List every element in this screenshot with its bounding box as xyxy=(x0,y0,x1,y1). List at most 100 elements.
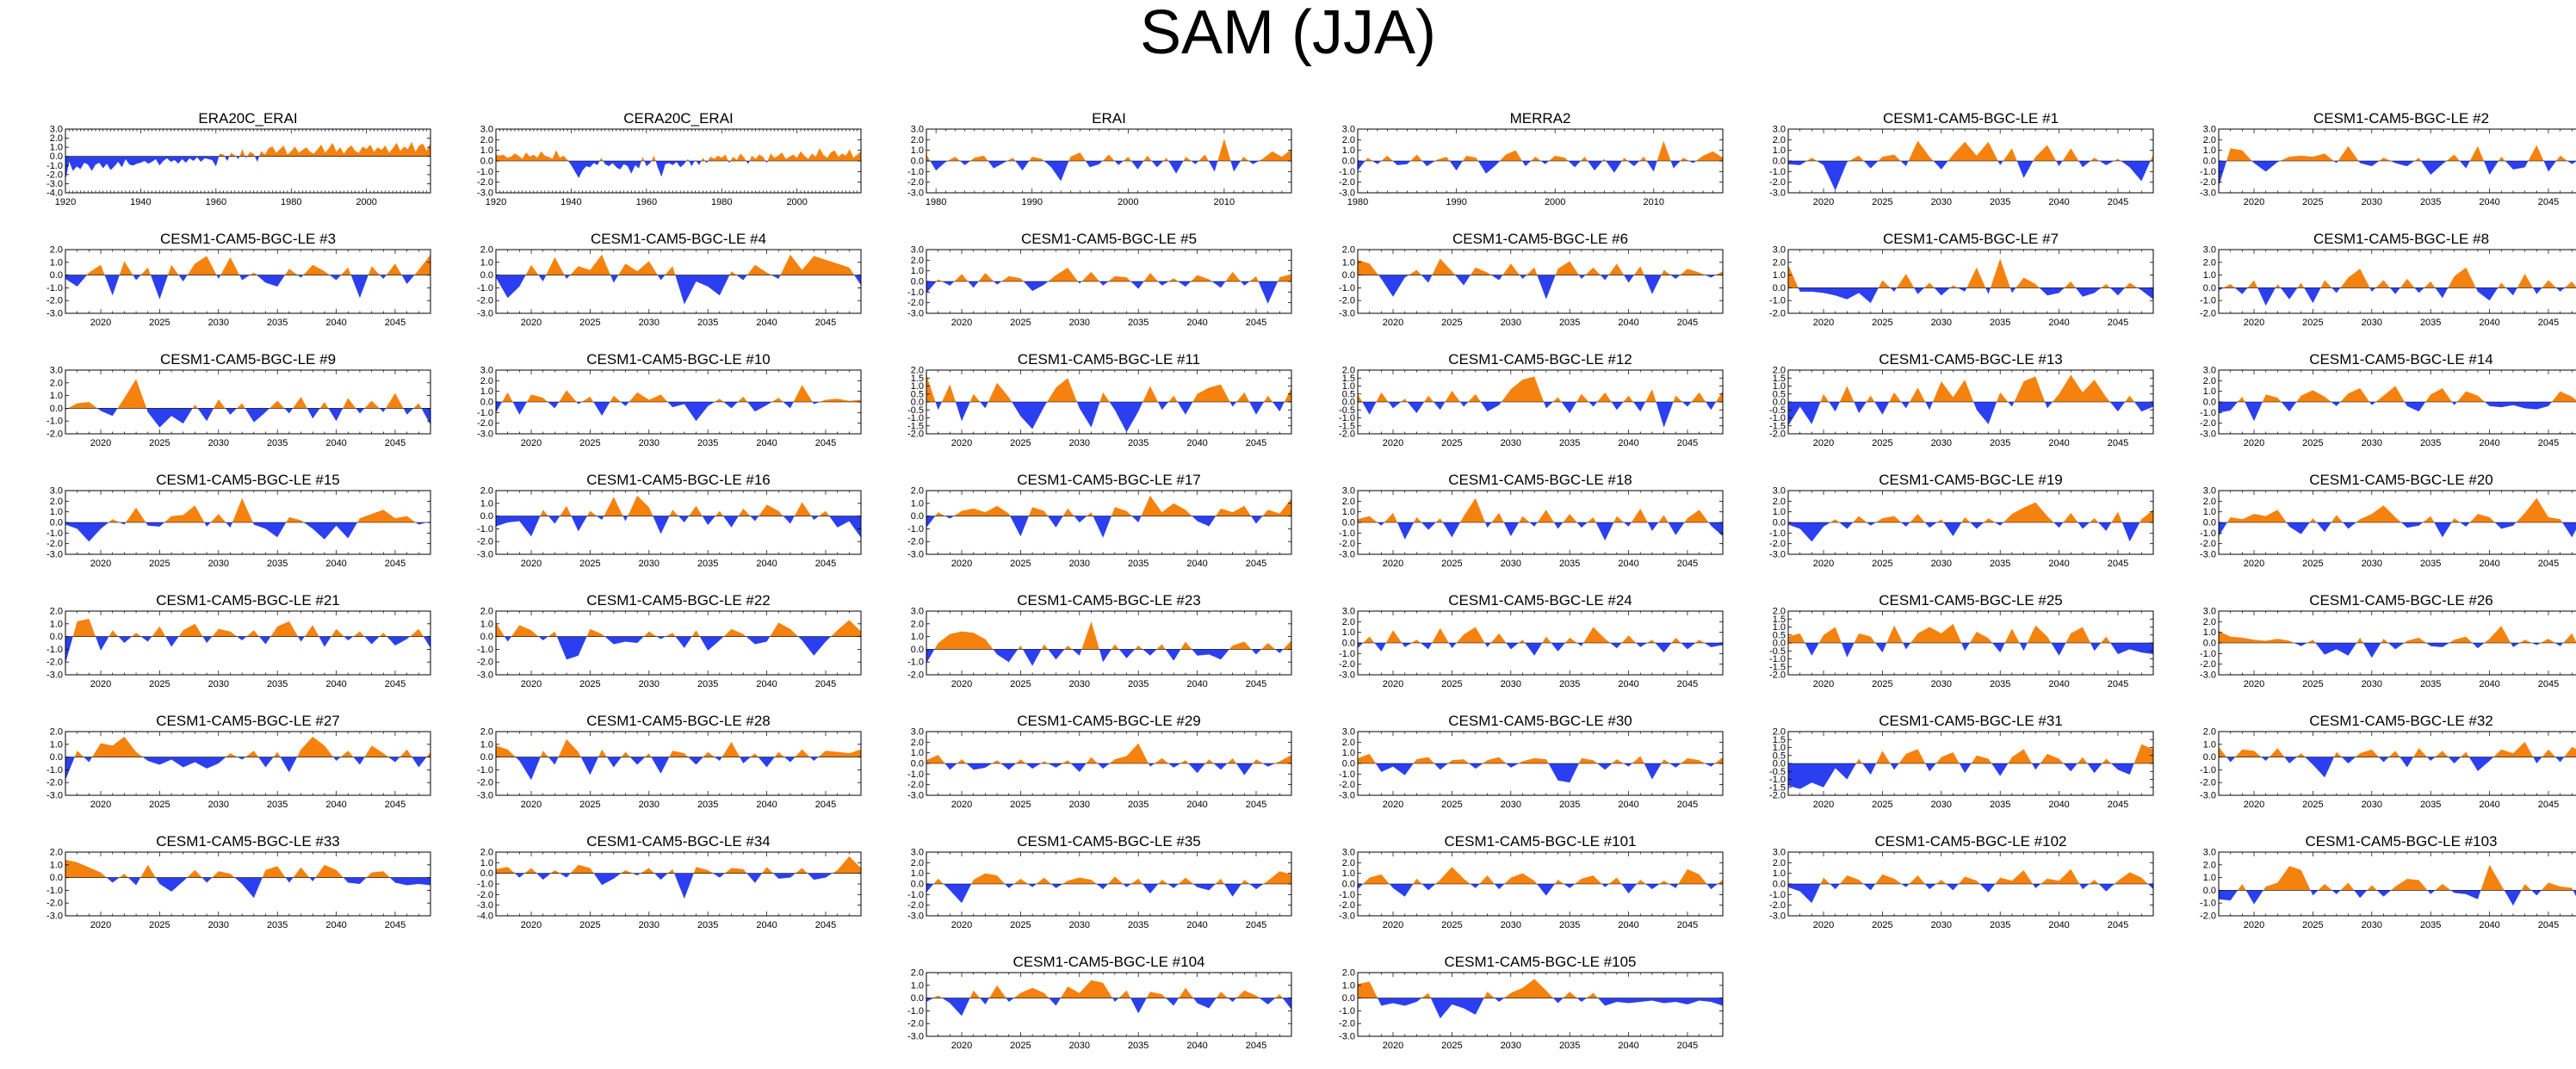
y-tick-label: 1.5 xyxy=(911,374,924,384)
y-tick-label: 3.0 xyxy=(1342,486,1355,497)
y-tick-label: -1.5 xyxy=(1769,662,1786,672)
y-tick-label: -2.0 xyxy=(2200,309,2216,319)
y-tick-label: 0.5 xyxy=(911,389,924,399)
x-tick-label: 2035 xyxy=(697,920,718,930)
x-tick-label: 2030 xyxy=(1069,800,1090,810)
y-tick-label: 2.0 xyxy=(1773,497,1786,507)
y-tick-label: 1.0 xyxy=(2203,386,2216,397)
y-tick-label: 2.0 xyxy=(480,245,493,256)
panel-title: CESM1-CAM5-BGC-LE #16 xyxy=(586,472,771,488)
y-tick-label: -1.0 xyxy=(477,524,493,534)
x-tick-label: 2045 xyxy=(1677,920,1698,930)
y-tick-label: 0.0 xyxy=(1773,398,1786,408)
y-tick-label: 1.0 xyxy=(1342,980,1355,991)
y-tick-label: 2.0 xyxy=(1342,497,1355,507)
plot-frame xyxy=(926,490,1292,555)
x-tick-label: 2020 xyxy=(2244,197,2264,207)
y-tick-label: -2.0 xyxy=(46,539,63,549)
x-tick-label: 2045 xyxy=(815,920,836,930)
x-tick-label: 2030 xyxy=(2362,559,2382,569)
y-tick-label: -3.0 xyxy=(907,911,924,922)
y-tick-label: -2.0 xyxy=(477,778,493,788)
x-tick-label: 2040 xyxy=(2048,197,2069,207)
plot-frame xyxy=(2218,731,2576,796)
y-tick-label: 0.5 xyxy=(1773,389,1786,399)
positive-anomaly-area xyxy=(65,497,430,522)
y-tick-label: -1.0 xyxy=(907,658,924,668)
panel-title: CESM1-CAM5-BGC-LE #23 xyxy=(1017,592,1201,609)
panel-title: CESM1-CAM5-BGC-LE #22 xyxy=(586,592,771,609)
x-tick-label: 2020 xyxy=(951,1041,972,1051)
x-tick-label: 2025 xyxy=(1010,559,1031,569)
chart-svg: -3.0-2.0-1.00.01.02.03.0 2020 2025 2030 2035… xyxy=(1339,848,1724,930)
panel-title: MERRA2 xyxy=(1509,110,1571,127)
x-tick-label: 2035 xyxy=(1559,559,1580,569)
y-tick-label: 2.0 xyxy=(911,968,924,979)
chart-panel: CESM1-CAM5-BGC-LE #18 -3.0 -2.0 -1.0 0.0 1.0 2… xyxy=(1327,472,1747,578)
negative-anomaly-area xyxy=(926,281,1291,304)
x-tick-label: 2025 xyxy=(2302,197,2323,207)
y-tick-label: 0.0 xyxy=(1342,993,1355,1004)
negative-anomaly-area xyxy=(1788,161,2153,191)
x-tick-label: 2020 xyxy=(90,920,111,930)
x-tick-label: 2020 xyxy=(1813,559,1834,569)
y-tick-label: 2.0 xyxy=(480,376,493,386)
x-tick-label: 2030 xyxy=(639,438,659,448)
x-tick-label: 2040 xyxy=(2048,438,2069,448)
chart-svg: -3.0-2.0-1.00.01.02.03.0 2020 2025 2030 2035… xyxy=(1339,727,1724,810)
x-tick-label: 2035 xyxy=(2420,438,2441,448)
y-tick-label: -1.0 xyxy=(1339,528,1355,539)
negative-anomaly-area xyxy=(2219,402,2576,422)
panel-title: CESM1-CAM5-BGC-LE #14 xyxy=(2309,351,2493,368)
chart-panel: CESM1-CAM5-BGC-LE #5 -3.0 -2.0 -1.0 0.0 1.0 2.… xyxy=(895,231,1316,337)
y-tick-label: 1.0 xyxy=(911,632,924,642)
y-tick-label: 3.0 xyxy=(911,727,924,738)
x-tick-label: 2025 xyxy=(149,920,170,930)
y-tick-label: -2.0 xyxy=(2200,911,2216,922)
x-tick-label: 2040 xyxy=(1618,1041,1638,1051)
x-tick-label: 2040 xyxy=(325,800,346,810)
x-tick-label: 2030 xyxy=(208,920,229,930)
y-tick-label: 2.0 xyxy=(480,727,493,738)
y-tick-label: -1.0 xyxy=(1769,654,1786,664)
panel-title: CESM1-CAM5-BGC-LE #33 xyxy=(156,833,340,850)
panel-title: CESM1-CAM5-BGC-LE #2 xyxy=(2313,110,2490,127)
y-tick-label: -1.0 xyxy=(2200,899,2216,909)
y-tick-label: 0.0 xyxy=(480,632,493,642)
x-tick-label: 2035 xyxy=(1990,559,2010,569)
x-tick-label: 2040 xyxy=(325,559,346,569)
x-tick-label: 2020 xyxy=(2244,920,2264,930)
y-tick-label: 0.0 xyxy=(2203,752,2216,763)
y-tick-label: -1.5 xyxy=(1769,782,1786,793)
x-tick-label: 2025 xyxy=(2302,800,2323,810)
y-tick-label: -1.0 xyxy=(2200,167,2216,177)
x-tick-label: 2030 xyxy=(208,679,229,689)
negative-anomaly-area xyxy=(2219,522,2576,538)
x-tick-label: 2025 xyxy=(2302,438,2323,448)
y-tick-label: 0.5 xyxy=(1773,751,1786,761)
x-tick-label: 2025 xyxy=(1441,679,1462,689)
y-tick-label: -2.0 xyxy=(907,1019,924,1029)
positive-anomaly-area xyxy=(65,859,430,878)
chart-svg: -3.0-2.0-1.00.01.02.03.0 2020 2025 2030 2035… xyxy=(1339,486,1724,569)
y-tick-label: -1.0 xyxy=(907,524,924,534)
y-tick-label: 1.0 xyxy=(2203,873,2216,883)
x-tick-label: 2020 xyxy=(521,679,542,689)
y-tick-label: 2.0 xyxy=(50,848,63,858)
positive-anomaly-area xyxy=(65,736,430,757)
y-tick-label: -2.0 xyxy=(1339,780,1355,790)
y-tick-label: 1.0 xyxy=(1773,743,1786,753)
x-tick-label: 2030 xyxy=(1069,679,1090,689)
y-tick-label: 3.0 xyxy=(1342,848,1355,858)
positive-anomaly-area xyxy=(65,141,430,157)
chart-svg: -2.0 -1.0 0.0 1.0 2.0 3.0 2020 2025 2030 2035 2040… xyxy=(2200,848,2576,930)
y-tick-label: -2.0 xyxy=(907,780,924,790)
x-tick-label: 1920 xyxy=(55,197,76,207)
x-tick-label: 2045 xyxy=(2538,438,2559,448)
x-tick-label: 2025 xyxy=(579,438,600,448)
x-tick-label: 2030 xyxy=(1931,800,1952,810)
x-tick-label: 2035 xyxy=(697,559,718,569)
y-tick-label: 0.0 xyxy=(911,157,924,167)
